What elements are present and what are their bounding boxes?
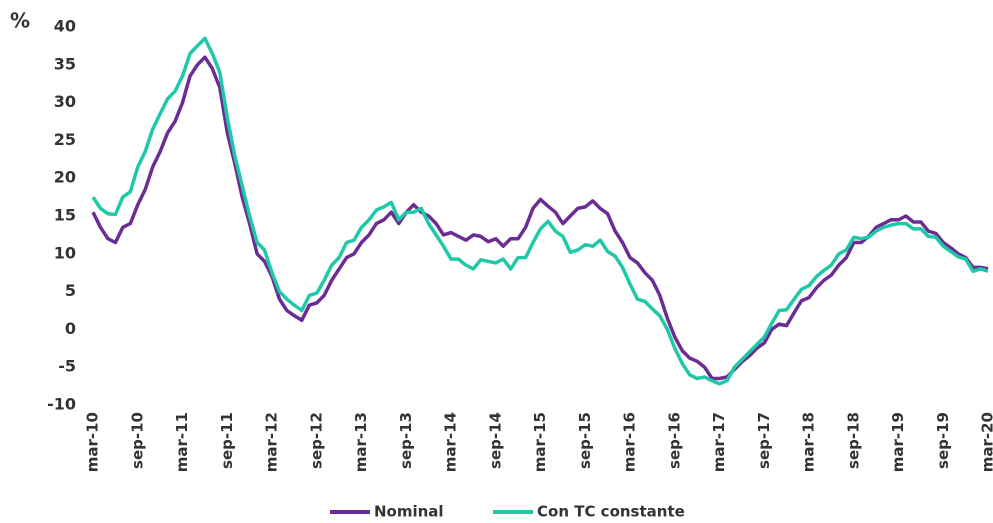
series-line xyxy=(91,36,989,386)
x-tick-label: sep-16 xyxy=(665,412,683,469)
y-tick-label: 25 xyxy=(54,130,76,149)
x-tick-label: mar-19 xyxy=(889,412,907,472)
x-tick-label: mar-11 xyxy=(173,412,191,472)
x-tick-label: mar-16 xyxy=(621,412,639,472)
x-tick-label: sep-14 xyxy=(486,412,504,469)
x-tick-label: mar-18 xyxy=(800,412,818,472)
x-tick-label: mar-14 xyxy=(442,412,460,472)
y-tick-label: -5 xyxy=(58,357,76,376)
x-tick-label: mar-13 xyxy=(352,412,370,472)
y-tick-label: 0 xyxy=(65,319,76,338)
y-tick-label: 40 xyxy=(54,17,76,36)
y-tick-label: 5 xyxy=(65,281,76,300)
y-tick-label: 20 xyxy=(54,168,76,187)
y-tick-label: 35 xyxy=(54,54,76,73)
x-tick-label: sep-10 xyxy=(128,412,146,469)
x-tick-label: mar-15 xyxy=(531,412,549,472)
x-tick-label: sep-17 xyxy=(755,412,773,469)
y-tick-label: 30 xyxy=(54,92,76,111)
y-tick-label: 10 xyxy=(54,243,76,262)
x-tick-label: sep-11 xyxy=(218,412,236,469)
x-tick-label: sep-13 xyxy=(397,412,415,469)
legend-label: Nominal xyxy=(374,503,444,521)
y-axis-label: % xyxy=(10,9,30,33)
series-line xyxy=(91,55,989,381)
x-tick-label: mar-17 xyxy=(710,412,728,472)
x-tick-label: mar-10 xyxy=(84,412,102,472)
y-tick-label: 15 xyxy=(54,206,76,225)
x-tick-label: mar-12 xyxy=(263,412,281,472)
legend-label: Con TC constante xyxy=(537,503,685,521)
x-tick-label: sep-15 xyxy=(576,412,594,469)
x-tick-label: sep-18 xyxy=(844,412,862,469)
x-tick-label: sep-19 xyxy=(934,412,952,469)
x-tick-label: mar-20 xyxy=(979,412,993,472)
x-tick-label: sep-12 xyxy=(307,412,325,469)
y-tick-label: -10 xyxy=(47,395,76,414)
